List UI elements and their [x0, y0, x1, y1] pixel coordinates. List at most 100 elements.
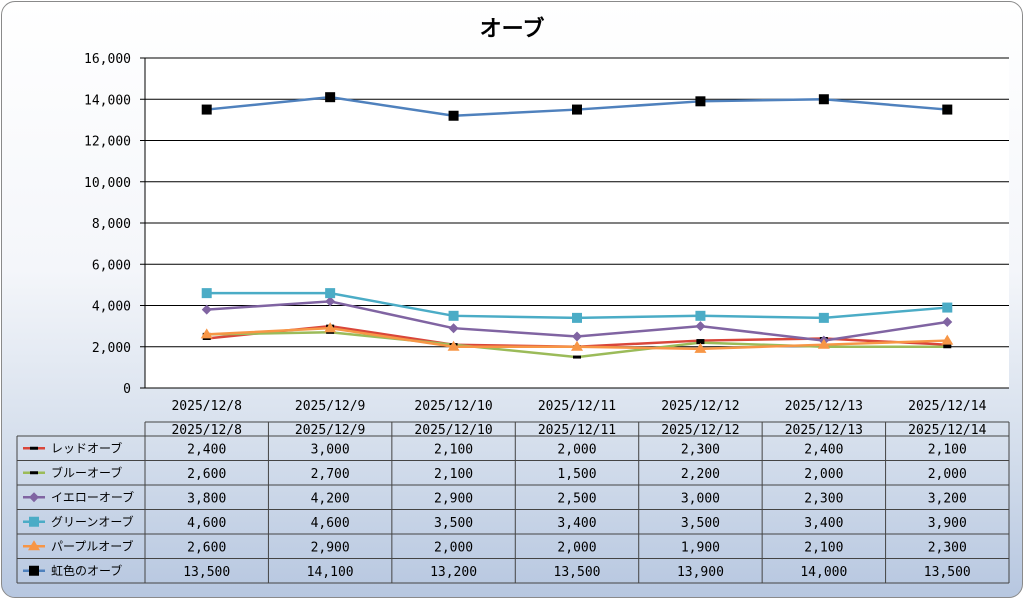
- data-point: [325, 296, 336, 307]
- table-cell: 13,200: [430, 565, 477, 580]
- data-point: [448, 310, 459, 321]
- series-group: [201, 92, 953, 121]
- table-cell: 3,500: [681, 516, 720, 531]
- table-cell: 2,400: [804, 442, 843, 457]
- data-point: [695, 310, 706, 321]
- table-row-label: 虹色のオーブ: [51, 563, 122, 578]
- data-point: [201, 288, 212, 299]
- legend-marker: [28, 540, 40, 551]
- data-point: [201, 304, 212, 315]
- table-cell: 3,200: [928, 491, 967, 506]
- x-tick-label: 2025/12/14: [908, 399, 986, 414]
- legend-marker: [29, 565, 39, 576]
- table-cell: 3,800: [187, 491, 226, 506]
- table-cell: 3,400: [804, 516, 843, 531]
- data-point: [941, 334, 954, 345]
- table-cell: 1,900: [681, 540, 720, 555]
- table-cell: 2,700: [311, 467, 350, 482]
- data-point: [572, 104, 582, 115]
- data-point: [200, 328, 213, 339]
- data-point: [942, 317, 953, 327]
- table-cell: 2,100: [928, 442, 967, 457]
- data-point: [695, 96, 706, 107]
- data-point: [943, 343, 952, 347]
- table-cell: 2,900: [434, 491, 473, 506]
- table-row-label: イエローオーブ: [51, 489, 134, 504]
- data-point: [201, 104, 212, 115]
- x-tick-label: 2025/12/13: [785, 399, 863, 414]
- legend-marker: [30, 471, 38, 475]
- data-point: [447, 340, 460, 351]
- table-cell: 2,100: [804, 540, 843, 555]
- table-cell: 2,300: [681, 442, 720, 457]
- table-cell: 2,100: [434, 442, 473, 457]
- data-point: [573, 355, 581, 359]
- data-point: [571, 340, 583, 351]
- table-cell: 4,200: [311, 491, 350, 506]
- series-group: [200, 322, 954, 353]
- table-cell: 3,900: [928, 516, 967, 531]
- table-cell: 4,600: [187, 516, 226, 531]
- x-tick-label: 2025/12/9: [295, 399, 365, 414]
- data-point: [448, 323, 459, 334]
- data-point: [572, 312, 582, 323]
- table-header-cell: 2025/12/13: [785, 423, 863, 438]
- table-row-label: ブルーオーブ: [51, 465, 122, 480]
- legend-marker: [30, 446, 38, 450]
- data-point: [818, 94, 829, 105]
- table-cell: 13,500: [183, 565, 230, 580]
- table-cell: 2,000: [557, 540, 596, 555]
- data-point: [695, 321, 706, 332]
- table-cell: 14,100: [307, 565, 354, 580]
- table-cell: 2,000: [804, 467, 843, 482]
- y-tick-label: 0: [123, 382, 131, 397]
- table-cell: 4,600: [311, 516, 350, 531]
- table-cell: 13,900: [677, 565, 724, 580]
- table-cell: 2,000: [557, 442, 596, 457]
- data-point: [325, 288, 336, 299]
- data-point: [694, 342, 707, 353]
- data-point: [448, 110, 459, 121]
- table-cell: 3,000: [681, 491, 720, 506]
- table-header-cell: 2025/12/14: [908, 423, 986, 438]
- data-point: [325, 92, 336, 103]
- x-tick-label: 2025/12/8: [171, 399, 241, 414]
- data-point: [324, 322, 337, 333]
- y-tick-label: 12,000: [84, 135, 131, 150]
- legend-marker: [29, 492, 39, 503]
- table-row-label: グリーンオーブ: [51, 514, 134, 529]
- table-cell: 2,200: [681, 467, 720, 482]
- y-tick-label: 8,000: [92, 217, 131, 232]
- table-cell: 1,500: [557, 467, 596, 482]
- table-header-cell: 2025/12/10: [414, 423, 492, 438]
- y-tick-label: 14,000: [84, 93, 131, 108]
- table-cell: 2,000: [928, 467, 967, 482]
- table-header-cell: 2025/12/9: [295, 423, 365, 438]
- chart-title: オーブ: [480, 16, 545, 42]
- x-tick-label: 2025/12/12: [661, 399, 739, 414]
- data-point: [817, 338, 830, 349]
- legend-marker: [29, 516, 39, 527]
- y-tick-label: 6,000: [92, 258, 131, 273]
- table-cell: 3,400: [557, 516, 596, 531]
- data-point: [943, 345, 952, 349]
- y-tick-label: 4,000: [92, 300, 131, 315]
- table-cell: 13,500: [554, 565, 601, 580]
- series-group: [201, 288, 953, 323]
- table-cell: 13,500: [924, 565, 971, 580]
- table-cell: 2,600: [187, 540, 226, 555]
- data-point: [326, 330, 335, 334]
- table-cell: 2,300: [804, 491, 843, 506]
- table-cell: 2,300: [928, 540, 967, 555]
- table-cell: 2,600: [187, 467, 226, 482]
- table-row-label: パープルオーブ: [51, 538, 134, 553]
- table-row-label: レッドオーブ: [51, 440, 122, 455]
- y-tick-label: 16,000: [84, 52, 131, 67]
- data-point: [696, 341, 705, 345]
- table-cell: 2,900: [311, 540, 350, 555]
- table-cell: 3,000: [311, 442, 350, 457]
- table-cell: 3,500: [434, 516, 473, 531]
- table-header-cell: 2025/12/8: [171, 423, 241, 438]
- x-tick-label: 2025/12/10: [414, 399, 492, 414]
